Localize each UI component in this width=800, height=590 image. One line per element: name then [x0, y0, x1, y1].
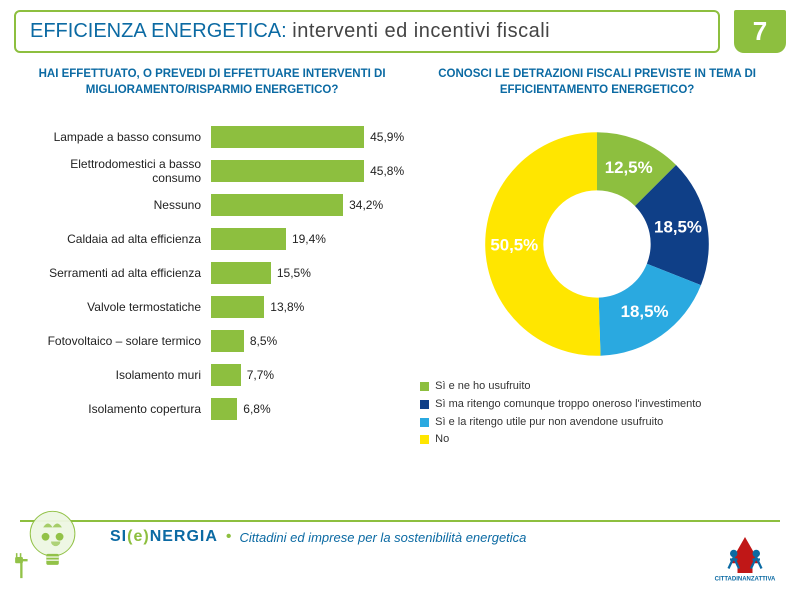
bar-row: Caldaia ad alta efficienza 19,4% — [20, 222, 404, 256]
legend-swatch — [420, 435, 429, 444]
bar-value: 15,5% — [277, 266, 311, 280]
legend-label: No — [435, 433, 449, 447]
bar-track: 15,5% — [211, 262, 404, 284]
bar-fill — [211, 126, 364, 148]
page-number: 7 — [753, 16, 767, 47]
donut-segment-label: 50,5% — [490, 236, 538, 255]
brand-logo: SI(e)NERGIA — [110, 528, 218, 546]
donut-segment-label: 18,5% — [621, 302, 669, 321]
bar-row: Valvole termostatiche 13,8% — [20, 290, 404, 324]
interventions-bar-chart: Lampade a basso consumo 45,9% Elettrodomes… — [20, 110, 404, 426]
brand-pre: SI — [110, 528, 127, 545]
legend-label: Sì ma ritengo comunque troppo oneroso l'… — [435, 398, 701, 412]
legend-item: Sì ma ritengo comunque troppo oneroso l'… — [420, 398, 780, 412]
legend-item: Sì e la ritengo utile pur non avendone u… — [420, 416, 780, 430]
bar-value: 45,9% — [370, 130, 404, 144]
bar-row: Nessuno 34,2% — [20, 188, 404, 222]
bar-fill — [211, 364, 241, 386]
footer-divider — [20, 520, 780, 522]
donut-segment-label: 18,5% — [654, 217, 702, 236]
bar-fill — [211, 330, 244, 352]
footer-bullet: • — [226, 528, 232, 546]
bar-value: 6,8% — [243, 402, 270, 416]
bar-label: Elettrodomestici a basso consumo — [20, 157, 205, 185]
bar-track: 45,8% — [211, 160, 404, 182]
bar-fill — [211, 228, 286, 250]
bar-label: Caldaia ad alta efficienza — [20, 232, 205, 246]
donut-legend: Sì e ne ho usufruito Sì ma ritengo comunq… — [414, 374, 780, 447]
footer: SI(e)NERGIA • Cittadini ed imprese per l… — [0, 520, 800, 590]
title-highlight: EFFICIENZA ENERGETICA: — [30, 20, 287, 42]
bar-value: 8,5% — [250, 334, 277, 348]
bar-row: Isolamento copertura 6,8% — [20, 392, 404, 426]
bar-track: 8,5% — [211, 330, 404, 352]
slide-title: EFFICIENZA ENERGETICA: interventi ed inc… — [14, 10, 720, 53]
bar-value: 7,7% — [247, 368, 274, 382]
bar-label: Serramenti ad alta efficienza — [20, 266, 205, 280]
bar-row: Elettrodomestici a basso consumo 45,8% — [20, 154, 404, 188]
bar-track: 34,2% — [211, 194, 404, 216]
bar-value: 19,4% — [292, 232, 326, 246]
bar-label: Valvole termostatiche — [20, 300, 205, 314]
legend-swatch — [420, 400, 429, 409]
lightbulb-eco-icon — [12, 504, 90, 582]
footer-tagline: Cittadini ed imprese per la sostenibilit… — [240, 530, 527, 545]
legend-swatch — [420, 418, 429, 427]
title-rest: interventi ed incentivi fiscali — [292, 20, 550, 42]
right-heading: CONOSCI LE DETRAZIONI FISCALI PREVISTE I… — [414, 59, 780, 110]
brand-post: NERGIA — [150, 528, 218, 545]
bar-label: Lampade a basso consumo — [20, 130, 205, 144]
bar-fill — [211, 262, 271, 284]
left-heading: HAI EFFETTUATO, O PREVEDI DI EFFETTUARE … — [20, 59, 404, 110]
bar-track: 13,8% — [211, 296, 404, 318]
donut-segment-label: 12,5% — [605, 158, 653, 177]
legend-item: Sì e ne ho usufruito — [420, 380, 780, 394]
bar-value: 13,8% — [270, 300, 304, 314]
legend-swatch — [420, 382, 429, 391]
bar-label: Fotovoltaico – solare termico — [20, 334, 205, 348]
bar-fill — [211, 296, 264, 318]
bar-track: 7,7% — [211, 364, 404, 386]
bar-label: Isolamento copertura — [20, 402, 205, 416]
bar-fill — [211, 160, 364, 182]
legend-label: Sì e ne ho usufruito — [435, 380, 530, 394]
cittadinanzattiva-logo: CITTADINANZATTIVA — [706, 522, 784, 582]
bar-track: 45,9% — [211, 126, 404, 148]
bar-track: 6,8% — [211, 398, 404, 420]
bar-row: Fotovoltaico – solare termico 8,5% — [20, 324, 404, 358]
bar-fill — [211, 398, 237, 420]
legend-item: No — [420, 433, 780, 447]
bar-fill — [211, 194, 343, 216]
bar-row: Lampade a basso consumo 45,9% — [20, 120, 404, 154]
bar-track: 19,4% — [211, 228, 404, 250]
bar-value: 45,8% — [370, 164, 404, 178]
bar-label: Nessuno — [20, 198, 205, 212]
awareness-donut-chart: 12,5% 18,5% 18,5% 50,5% — [467, 114, 727, 374]
bar-label: Isolamento muri — [20, 368, 205, 382]
citt-logo-text: CITTADINANZATTIVA — [715, 577, 776, 583]
brand-e: (e) — [127, 528, 150, 545]
legend-label: Sì e la ritengo utile pur non avendone u… — [435, 416, 663, 430]
bar-row: Serramenti ad alta efficienza 15,5% — [20, 256, 404, 290]
bar-row: Isolamento muri 7,7% — [20, 358, 404, 392]
bar-value: 34,2% — [349, 198, 383, 212]
page-number-badge: 7 — [734, 10, 786, 53]
